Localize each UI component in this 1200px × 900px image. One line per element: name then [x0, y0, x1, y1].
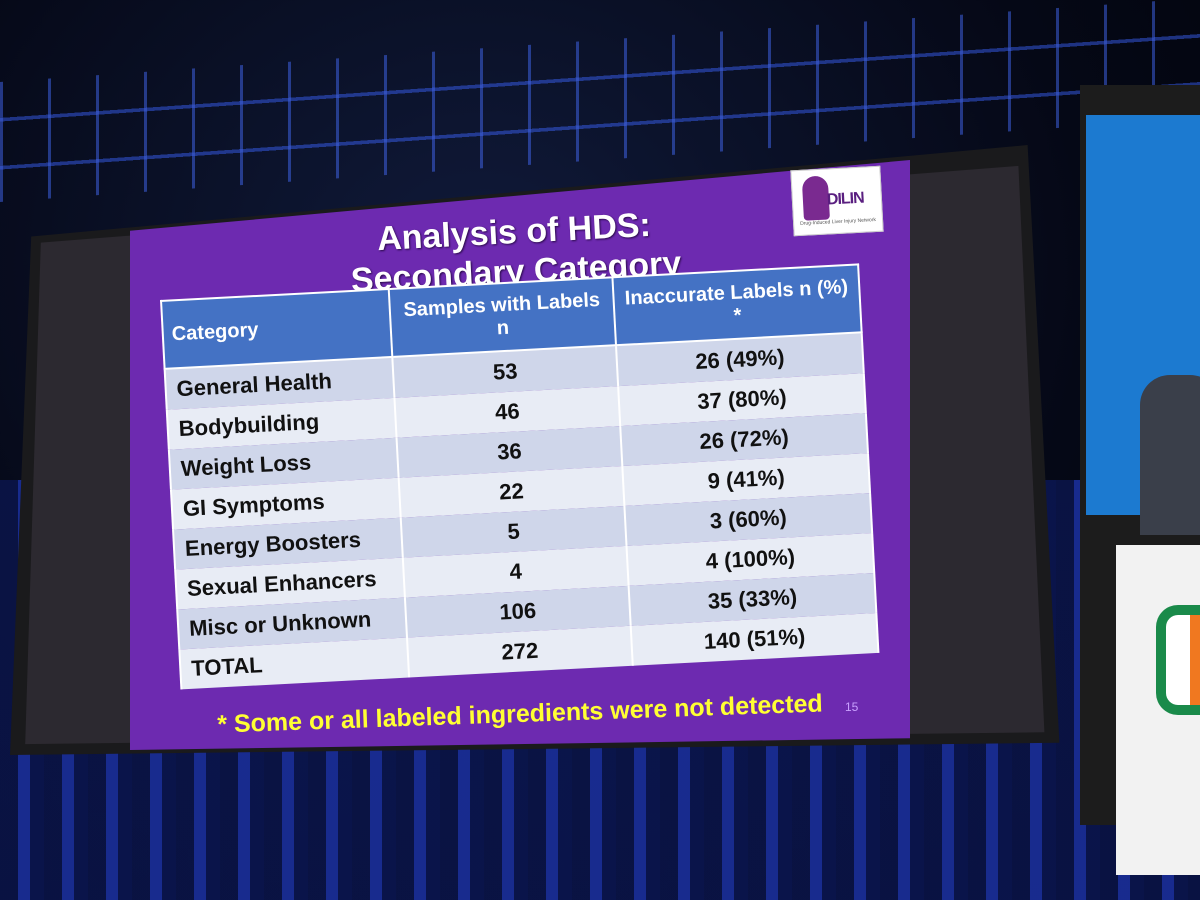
slide-logo: DILIN Drug-Induced Liver Injury Network	[790, 165, 884, 237]
conference-logo-mark	[1156, 605, 1200, 715]
side-screen	[1080, 85, 1200, 875]
data-table-wrap: Category Samples with Labels n Inaccurat…	[160, 262, 901, 719]
header-category: Category	[161, 289, 393, 369]
logo-person-icon	[801, 175, 830, 221]
data-table: Category Samples with Labels n Inaccurat…	[160, 263, 879, 690]
header-samples: Samples with Labels n	[388, 277, 617, 357]
header-inaccurate: Inaccurate Labels n (%) *	[612, 264, 862, 346]
speaker-silhouette	[1140, 375, 1200, 535]
slide-page-number: 15	[845, 700, 859, 714]
logo-text: DILIN	[826, 189, 865, 209]
